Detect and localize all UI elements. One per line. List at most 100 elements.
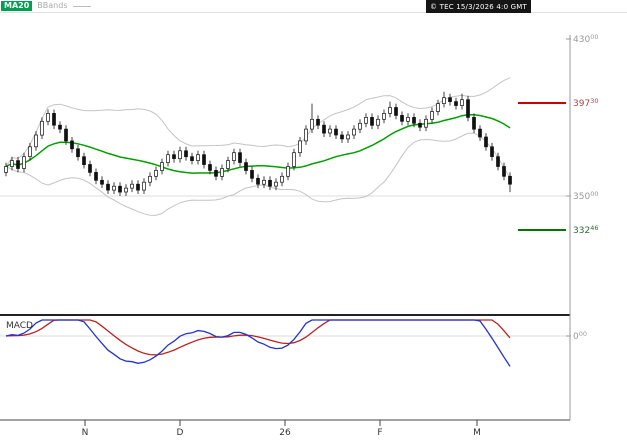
candle-body <box>274 181 278 187</box>
candle-body <box>184 150 188 158</box>
candle-body <box>34 134 38 148</box>
macd-signal-line <box>5 319 511 356</box>
candle-body <box>178 150 182 160</box>
candle-body <box>262 179 266 185</box>
candle-body <box>136 183 140 191</box>
candle-body <box>22 156 26 169</box>
macd-panel-label: MACD <box>6 321 33 331</box>
candle-body <box>328 128 332 134</box>
candle-body <box>202 154 206 165</box>
candle-body <box>346 134 350 140</box>
candle-body <box>142 181 146 191</box>
candle-body <box>232 152 236 161</box>
macd-zero-label: 000 <box>573 330 587 342</box>
candle-body <box>418 122 422 128</box>
candle-body <box>286 166 290 177</box>
candle-body <box>160 162 164 171</box>
candle-body <box>412 117 416 124</box>
ma20-line <box>5 114 511 174</box>
price-axis-label: 39730 <box>573 97 598 109</box>
candle-body <box>322 124 326 134</box>
candle-body <box>406 117 410 122</box>
candle-body <box>76 148 80 158</box>
candle-body <box>340 134 344 140</box>
candle-body <box>478 128 482 138</box>
copyright-timestamp: © TEC 15/3/2026 4:0 GMT <box>426 0 531 13</box>
candle-body <box>472 117 476 130</box>
candle-body <box>106 183 110 191</box>
candle-body <box>82 156 86 165</box>
candle-body <box>46 113 50 122</box>
candle-body <box>502 166 506 177</box>
candle-body <box>154 170 158 177</box>
candle-body <box>310 118 314 130</box>
candle-body <box>172 154 176 159</box>
candle-body <box>124 187 128 193</box>
candle-body <box>118 185 122 193</box>
x-axis-label: M <box>473 428 481 438</box>
candle-body <box>190 156 194 161</box>
candle-body <box>382 113 386 120</box>
candle-body <box>28 146 32 157</box>
candle-body <box>214 170 218 177</box>
candle-body <box>430 111 434 120</box>
x-axis-label: F <box>377 428 382 438</box>
candle-body <box>130 183 134 189</box>
candle-body <box>508 175 512 185</box>
candle-body <box>196 154 200 161</box>
ma20-legend-badge: MA20 <box>1 1 33 11</box>
legend-bar: MA20 BBands <box>0 0 627 13</box>
candle-body <box>94 172 98 181</box>
candle-body <box>238 152 242 163</box>
macd-line <box>5 319 511 367</box>
candle-body <box>268 179 272 187</box>
candle-body <box>490 146 494 157</box>
candle-body <box>148 175 152 183</box>
candle-body <box>304 128 308 142</box>
price-axis-label: 43000 <box>573 33 598 45</box>
candle-body <box>244 162 248 171</box>
candle-body <box>376 118 380 126</box>
bbands-legend-line-icon <box>72 5 91 7</box>
candle-body <box>442 97 446 104</box>
candle-body <box>394 107 398 116</box>
candle-body <box>112 185 116 191</box>
bbands-legend-label: BBands <box>37 1 68 10</box>
candle-body <box>16 160 20 169</box>
candle-body <box>64 128 68 142</box>
candle-body <box>424 118 428 128</box>
candle-body <box>316 118 320 126</box>
candle-body <box>388 107 392 114</box>
price-axis-label: 35000 <box>573 190 598 202</box>
candle-body <box>52 113 56 126</box>
candle-body <box>292 152 296 167</box>
candle-body <box>364 117 368 124</box>
candle-body <box>436 103 440 112</box>
x-axis-label: 26 <box>279 428 291 438</box>
candle-body <box>250 170 254 179</box>
candle-body <box>352 128 356 136</box>
candle-body <box>358 122 362 130</box>
candle-body <box>496 156 500 167</box>
candle-body <box>220 168 224 177</box>
candle-body <box>466 99 470 118</box>
bollinger-upper-band <box>5 77 511 167</box>
candle-body <box>484 136 488 148</box>
candle-body <box>10 160 14 167</box>
candle-body <box>208 164 212 171</box>
x-axis-label: D <box>177 428 184 438</box>
bollinger-lower-band <box>5 132 511 216</box>
candle-body <box>400 115 404 122</box>
candle-body <box>334 128 338 136</box>
candle-body <box>4 166 8 173</box>
candle-body <box>280 175 284 183</box>
candle-body <box>40 120 44 136</box>
x-axis-label: N <box>82 428 89 438</box>
candle-body <box>448 97 452 102</box>
price-axis-label: 33246 <box>573 224 598 236</box>
candle-body <box>460 99 464 106</box>
candle-body <box>226 160 230 169</box>
candle-body <box>100 179 104 185</box>
